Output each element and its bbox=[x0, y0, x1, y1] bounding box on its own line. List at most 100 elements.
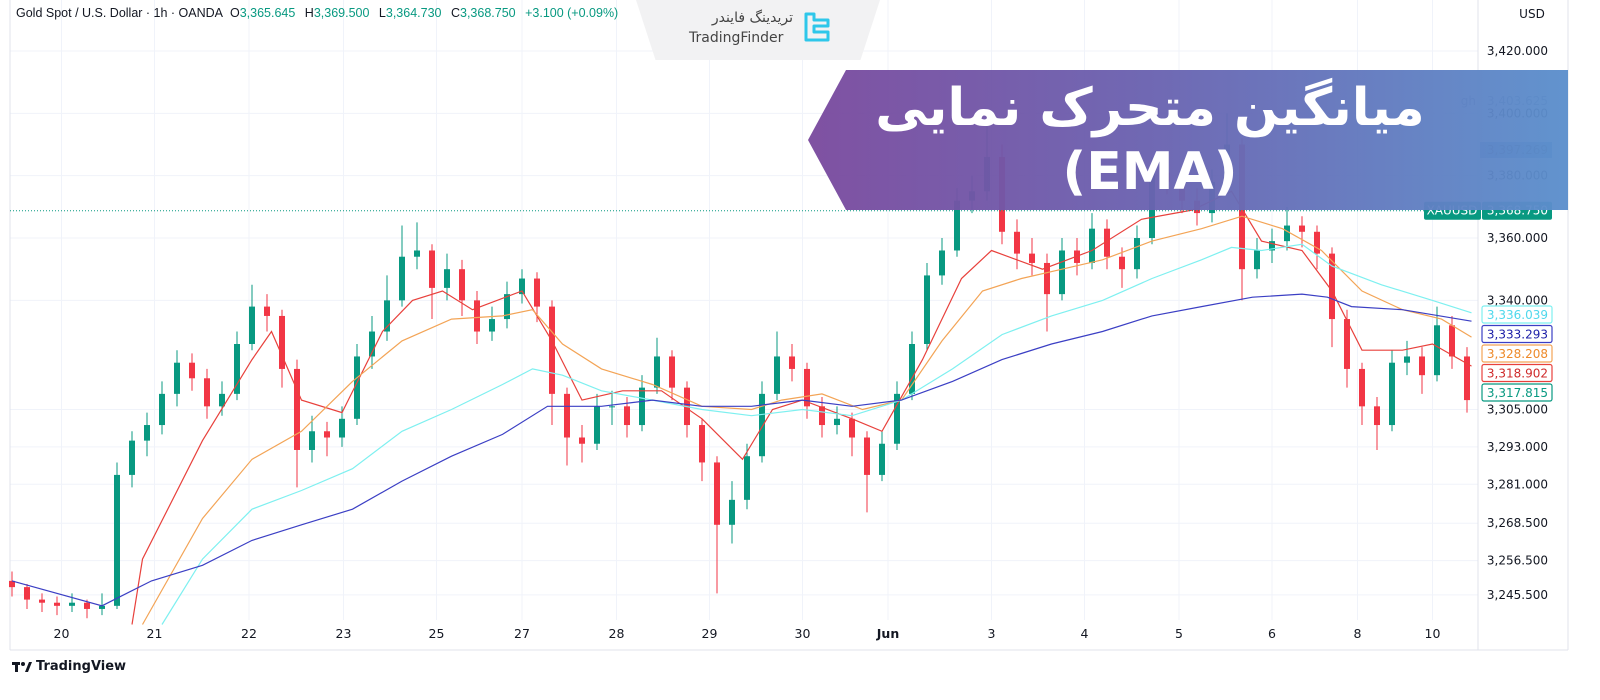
candle-body bbox=[1434, 325, 1440, 376]
tradingview-logo-icon bbox=[12, 661, 32, 672]
candle-body bbox=[279, 315, 285, 369]
candle-body bbox=[579, 437, 585, 444]
candle-body bbox=[1029, 253, 1035, 263]
candle-body bbox=[1344, 319, 1350, 369]
ema-line-ema_slow bbox=[161, 243, 1472, 625]
candle-body bbox=[744, 456, 750, 500]
candle-body bbox=[1269, 241, 1275, 251]
low-value: 3,364.730 bbox=[385, 6, 442, 20]
time-tick-label: 4 bbox=[1081, 626, 1089, 641]
candle-body bbox=[459, 269, 465, 301]
candle-body bbox=[354, 356, 360, 419]
candle-body bbox=[474, 300, 480, 332]
time-tick-label: 21 bbox=[147, 626, 163, 641]
currency-label[interactable]: USD bbox=[1519, 7, 1545, 21]
candle-body bbox=[1419, 356, 1425, 376]
candle-body bbox=[1389, 362, 1395, 426]
candle-body bbox=[549, 306, 555, 394]
ema-line-ema_mid bbox=[141, 215, 1472, 625]
time-tick-label: 25 bbox=[429, 626, 445, 641]
ema-lines bbox=[11, 190, 1472, 625]
candle-body bbox=[624, 406, 630, 426]
change-value: +3.100 (+0.09%) bbox=[525, 6, 619, 20]
banner-title: میانگین متحرک نمایی (EMA) bbox=[875, 78, 1425, 202]
candle-body bbox=[144, 425, 150, 441]
candle-body bbox=[24, 587, 30, 600]
candle-body bbox=[84, 602, 90, 609]
candle-body bbox=[1134, 238, 1140, 270]
candle-body bbox=[834, 418, 840, 426]
candle-body bbox=[924, 275, 930, 344]
candle-body bbox=[234, 343, 240, 394]
time-tick-label: Jun bbox=[876, 626, 899, 641]
watermark-name-fa: تریدینگ فایندر bbox=[711, 10, 793, 26]
candle-body bbox=[939, 250, 945, 276]
time-tick-label: 27 bbox=[514, 626, 530, 641]
candle-body bbox=[774, 356, 780, 394]
candle-body bbox=[804, 368, 810, 407]
candle-body bbox=[294, 368, 300, 450]
candle-body bbox=[1254, 250, 1260, 270]
candle-body bbox=[1119, 256, 1125, 270]
candle-body bbox=[309, 431, 315, 450]
time-tick-label: 30 bbox=[795, 626, 811, 641]
candle-body bbox=[444, 269, 450, 288]
candle-body bbox=[384, 300, 390, 332]
candle-body bbox=[1104, 228, 1110, 257]
candle-body bbox=[1299, 225, 1305, 232]
candle-body bbox=[1284, 225, 1290, 242]
candle-body bbox=[954, 200, 960, 251]
high-value: 3,369.500 bbox=[313, 6, 370, 20]
candle-body bbox=[1089, 228, 1095, 263]
candle-body bbox=[819, 406, 825, 426]
candle-body bbox=[1404, 356, 1410, 363]
ema-value-label: 3,336.039 bbox=[1487, 308, 1548, 322]
time-tick-label: 22 bbox=[241, 626, 257, 641]
time-tick-label: 29 bbox=[702, 626, 718, 641]
symbol-legend: Gold Spot / U.S. Dollar · 1h · OANDA O3,… bbox=[16, 6, 619, 20]
candle-body bbox=[369, 331, 375, 357]
ema-value-label: 3,318.902 bbox=[1487, 367, 1548, 381]
price-tick-label: 3,256.500 bbox=[1487, 554, 1548, 568]
price-tick-label: 3,340.000 bbox=[1487, 293, 1548, 307]
time-tick-label: 5 bbox=[1175, 626, 1183, 641]
candle-body bbox=[879, 443, 885, 475]
time-tick-label: 23 bbox=[336, 626, 352, 641]
candle-body bbox=[759, 393, 765, 457]
title-banner bbox=[808, 70, 1568, 210]
price-tick-label: 3,360.000 bbox=[1487, 231, 1548, 245]
candle-body bbox=[1059, 250, 1065, 295]
candle-body bbox=[114, 474, 120, 606]
tradingfinder-logo-icon bbox=[804, 12, 830, 42]
price-tick-label: 3,420.000 bbox=[1487, 44, 1548, 58]
candle-body bbox=[519, 278, 525, 295]
price-tick-label: 3,293.000 bbox=[1487, 440, 1548, 454]
symbol-title[interactable]: Gold Spot / U.S. Dollar · 1h · OANDA bbox=[16, 6, 224, 20]
candle-body bbox=[1449, 325, 1455, 357]
candle-body bbox=[669, 356, 675, 388]
time-tick-label: 8 bbox=[1354, 626, 1362, 641]
candle-body bbox=[69, 602, 75, 606]
candle-body bbox=[714, 462, 720, 525]
candle-body bbox=[39, 599, 45, 603]
candle-body bbox=[1044, 262, 1050, 295]
candle-body bbox=[1359, 368, 1365, 407]
candle-body bbox=[909, 343, 915, 394]
candle-body bbox=[129, 440, 135, 475]
watermark-box bbox=[636, 0, 880, 60]
ema-value-tag bbox=[1481, 363, 1553, 383]
time-axis[interactable]: 20 21 22 23 25 27 28 29 30 Jun 3 4 5 6 8 10 bbox=[54, 626, 1441, 641]
watermark-name-en: TradingFinder bbox=[689, 30, 784, 46]
candle-body bbox=[789, 356, 795, 369]
candle-body bbox=[534, 278, 540, 307]
time-tick-label: 28 bbox=[609, 626, 625, 641]
close-value: 3,368.750 bbox=[460, 6, 516, 20]
candle-body bbox=[1014, 231, 1020, 254]
candle-body bbox=[414, 250, 420, 257]
candle-body bbox=[99, 605, 105, 609]
candle-body bbox=[639, 387, 645, 426]
candle-body bbox=[159, 393, 165, 426]
candle-body bbox=[594, 406, 600, 444]
tradingview-brand[interactable]: TradingView bbox=[12, 659, 126, 674]
candle-body bbox=[564, 393, 570, 438]
